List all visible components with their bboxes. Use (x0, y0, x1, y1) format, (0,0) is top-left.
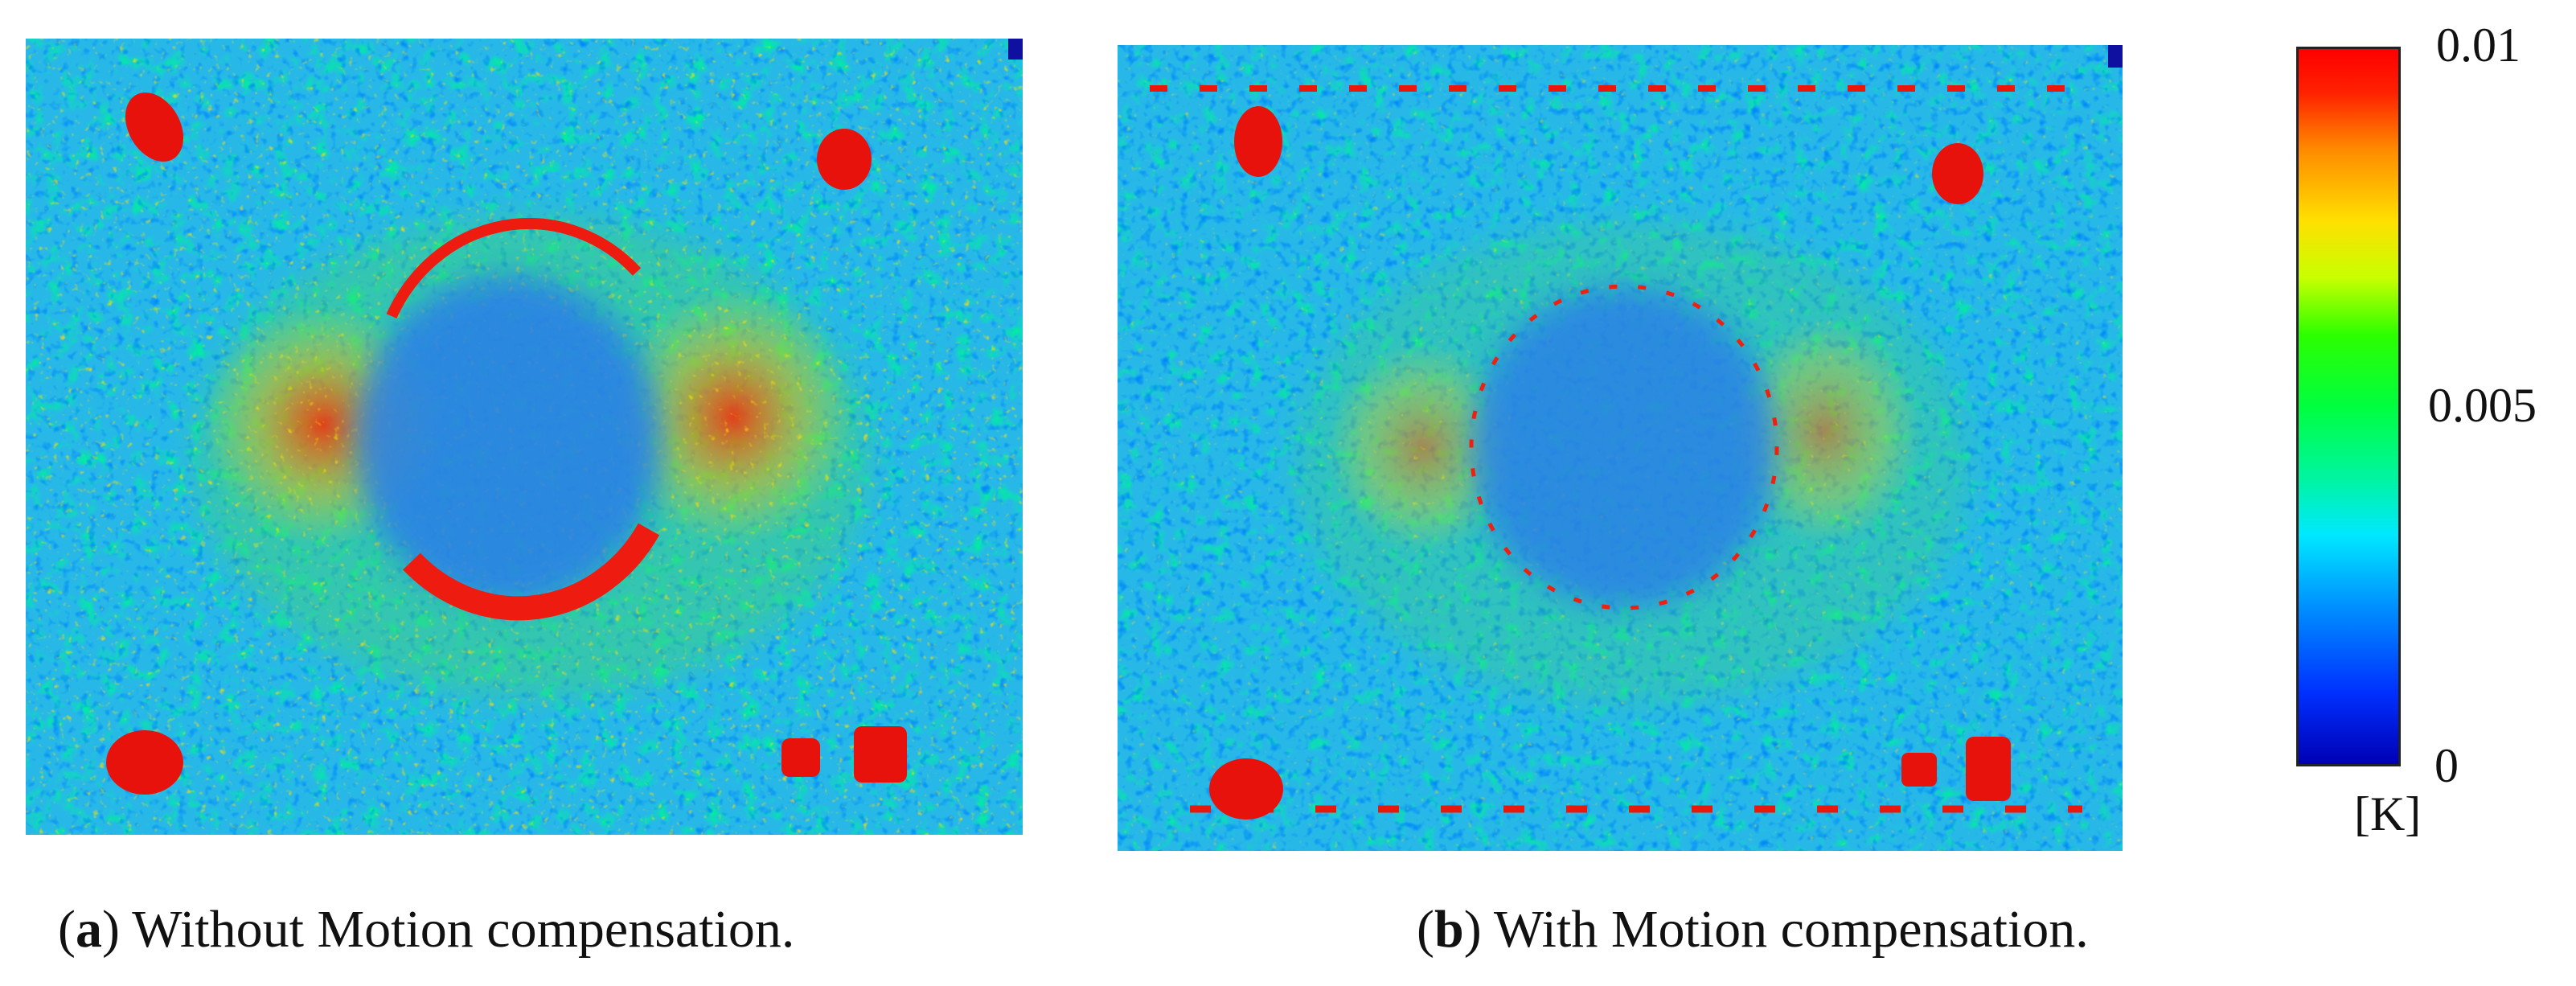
colorbar-min-label: 0 (2434, 739, 2459, 792)
caption-b: (b) With Motion compensation. (1417, 900, 2089, 959)
colorbar-unit-label: [K] (2354, 787, 2422, 840)
caption-a-text: Without Motion compensation. (119, 900, 795, 959)
thermal-map-b-image (1118, 45, 2123, 851)
colorbar-max-label: 0.01 (2436, 18, 2521, 72)
caption-a-letter: a (75, 900, 102, 959)
thermal-map-with-compensation (1118, 45, 2123, 851)
caption-b-text: With Motion compensation. (1481, 900, 2089, 959)
thermal-map-a-image (26, 39, 1023, 835)
caption-a: (a) Without Motion compensation. (58, 900, 795, 959)
colorbar (2296, 47, 2401, 766)
thermal-map-without-compensation (26, 39, 1023, 835)
caption-b-letter: b (1434, 900, 1464, 959)
colorbar-mid-label: 0.005 (2428, 379, 2537, 432)
